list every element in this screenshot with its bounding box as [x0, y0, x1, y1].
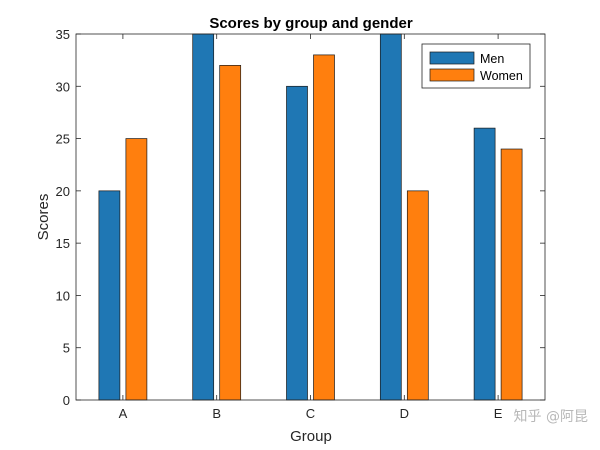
bar-men-a	[98, 190, 121, 401]
x-tick-label: A	[119, 406, 128, 421]
y-tick-label: 15	[56, 236, 70, 251]
x-ticks: A B C D E	[119, 34, 503, 421]
bar-men-c	[286, 85, 308, 401]
y-tick-label: 0	[63, 393, 70, 408]
y-tick-label: 35	[56, 27, 70, 42]
y-tick-label: 20	[56, 184, 70, 199]
legend-swatch-women	[429, 68, 475, 82]
bar-men-e	[473, 127, 496, 401]
x-tick-label: C	[306, 406, 315, 421]
legend-swatch-men	[429, 51, 475, 65]
y-tick-label: 10	[56, 288, 70, 303]
bar-men-d	[379, 33, 402, 401]
x-axis-label: Group	[290, 428, 332, 445]
bar-women-a	[125, 138, 148, 401]
y-tick-label: 5	[63, 341, 70, 356]
plot-frame	[75, 33, 546, 401]
bar-women-c	[313, 54, 335, 401]
chart-title: Scores by group and gender	[209, 15, 413, 32]
bar-women-e	[500, 148, 523, 401]
y-tick-label: 30	[56, 79, 70, 94]
bar-women-b	[219, 65, 242, 401]
x-tick-label: E	[494, 406, 503, 421]
y-ticks: 0 5 10 15 20 25 30 35	[56, 27, 545, 408]
x-tick-label: D	[400, 406, 409, 421]
bar-women-d	[406, 190, 429, 401]
legend-label-men: Men	[480, 52, 504, 66]
y-axis-label: Scores	[35, 194, 52, 241]
x-tick-label: B	[212, 406, 221, 421]
bar-men-b	[192, 33, 215, 401]
watermark: 知乎 @阿昆	[513, 409, 588, 425]
legend-label-women: Women	[480, 69, 523, 83]
bars-group	[98, 33, 523, 401]
legend: Men Women	[421, 43, 531, 89]
y-tick-label: 25	[56, 132, 70, 147]
